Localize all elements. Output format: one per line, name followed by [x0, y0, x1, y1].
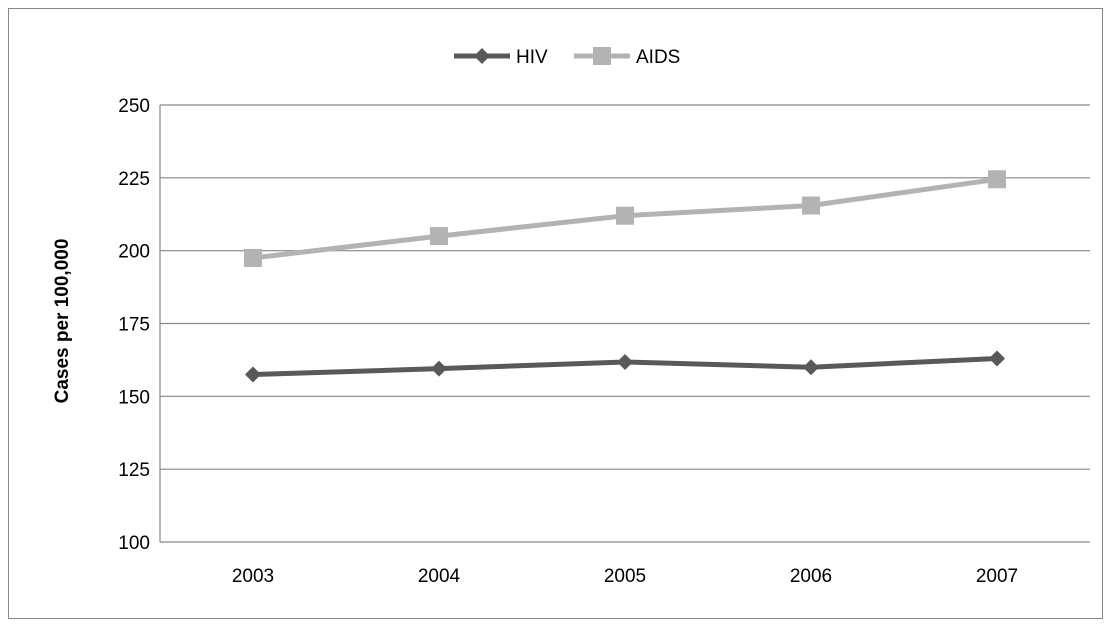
legend: HIV AIDS — [454, 47, 680, 68]
chart-frame: HIV AIDS 100 125 150 175 200 225 250 2003 2004 20… — [8, 8, 1103, 619]
legend-item-aids: AIDS — [574, 47, 680, 68]
axes — [159, 105, 1090, 543]
legend-swatch-marker — [474, 48, 490, 64]
y-tick-label: 250 — [118, 96, 150, 117]
aids-data-point — [616, 206, 634, 225]
series-markers — [244, 170, 1006, 383]
legend-item-hiv: HIV — [454, 47, 548, 68]
hiv-data-point — [245, 366, 261, 383]
y-tick-label: 125 — [118, 460, 150, 481]
y-tick-label: 175 — [118, 315, 150, 336]
aids-data-point — [802, 196, 820, 215]
y-tick-label: 100 — [118, 533, 150, 554]
aids-data-point — [244, 248, 262, 267]
y-tick-label: 150 — [118, 387, 150, 408]
x-tick-label: 2003 — [232, 566, 274, 587]
x-tick-label: 2004 — [418, 566, 461, 587]
y-tick-label: 225 — [118, 169, 150, 190]
x-tick-label: 2005 — [604, 566, 646, 587]
x-tick-labels: 2003 2004 2005 2006 2007 — [232, 566, 1018, 587]
legend-label: HIV — [516, 47, 548, 68]
x-tick-label: 2006 — [790, 566, 832, 587]
x-tick-label: 2007 — [976, 566, 1018, 587]
gridlines — [160, 104, 1090, 470]
hiv-data-point — [989, 350, 1005, 367]
hiv-data-point — [803, 359, 819, 376]
y-tick-label: 200 — [118, 242, 150, 263]
y-tick-labels: 100 125 150 175 200 225 250 — [118, 96, 150, 554]
aids-data-point — [988, 170, 1006, 189]
hiv-data-point — [431, 360, 447, 377]
y-axis-title: Cases per 100,000 — [52, 239, 73, 404]
legend-label: AIDS — [636, 47, 680, 68]
aids-data-point — [430, 227, 448, 246]
legend-swatch-marker — [593, 47, 611, 65]
hiv-data-point — [617, 353, 633, 370]
